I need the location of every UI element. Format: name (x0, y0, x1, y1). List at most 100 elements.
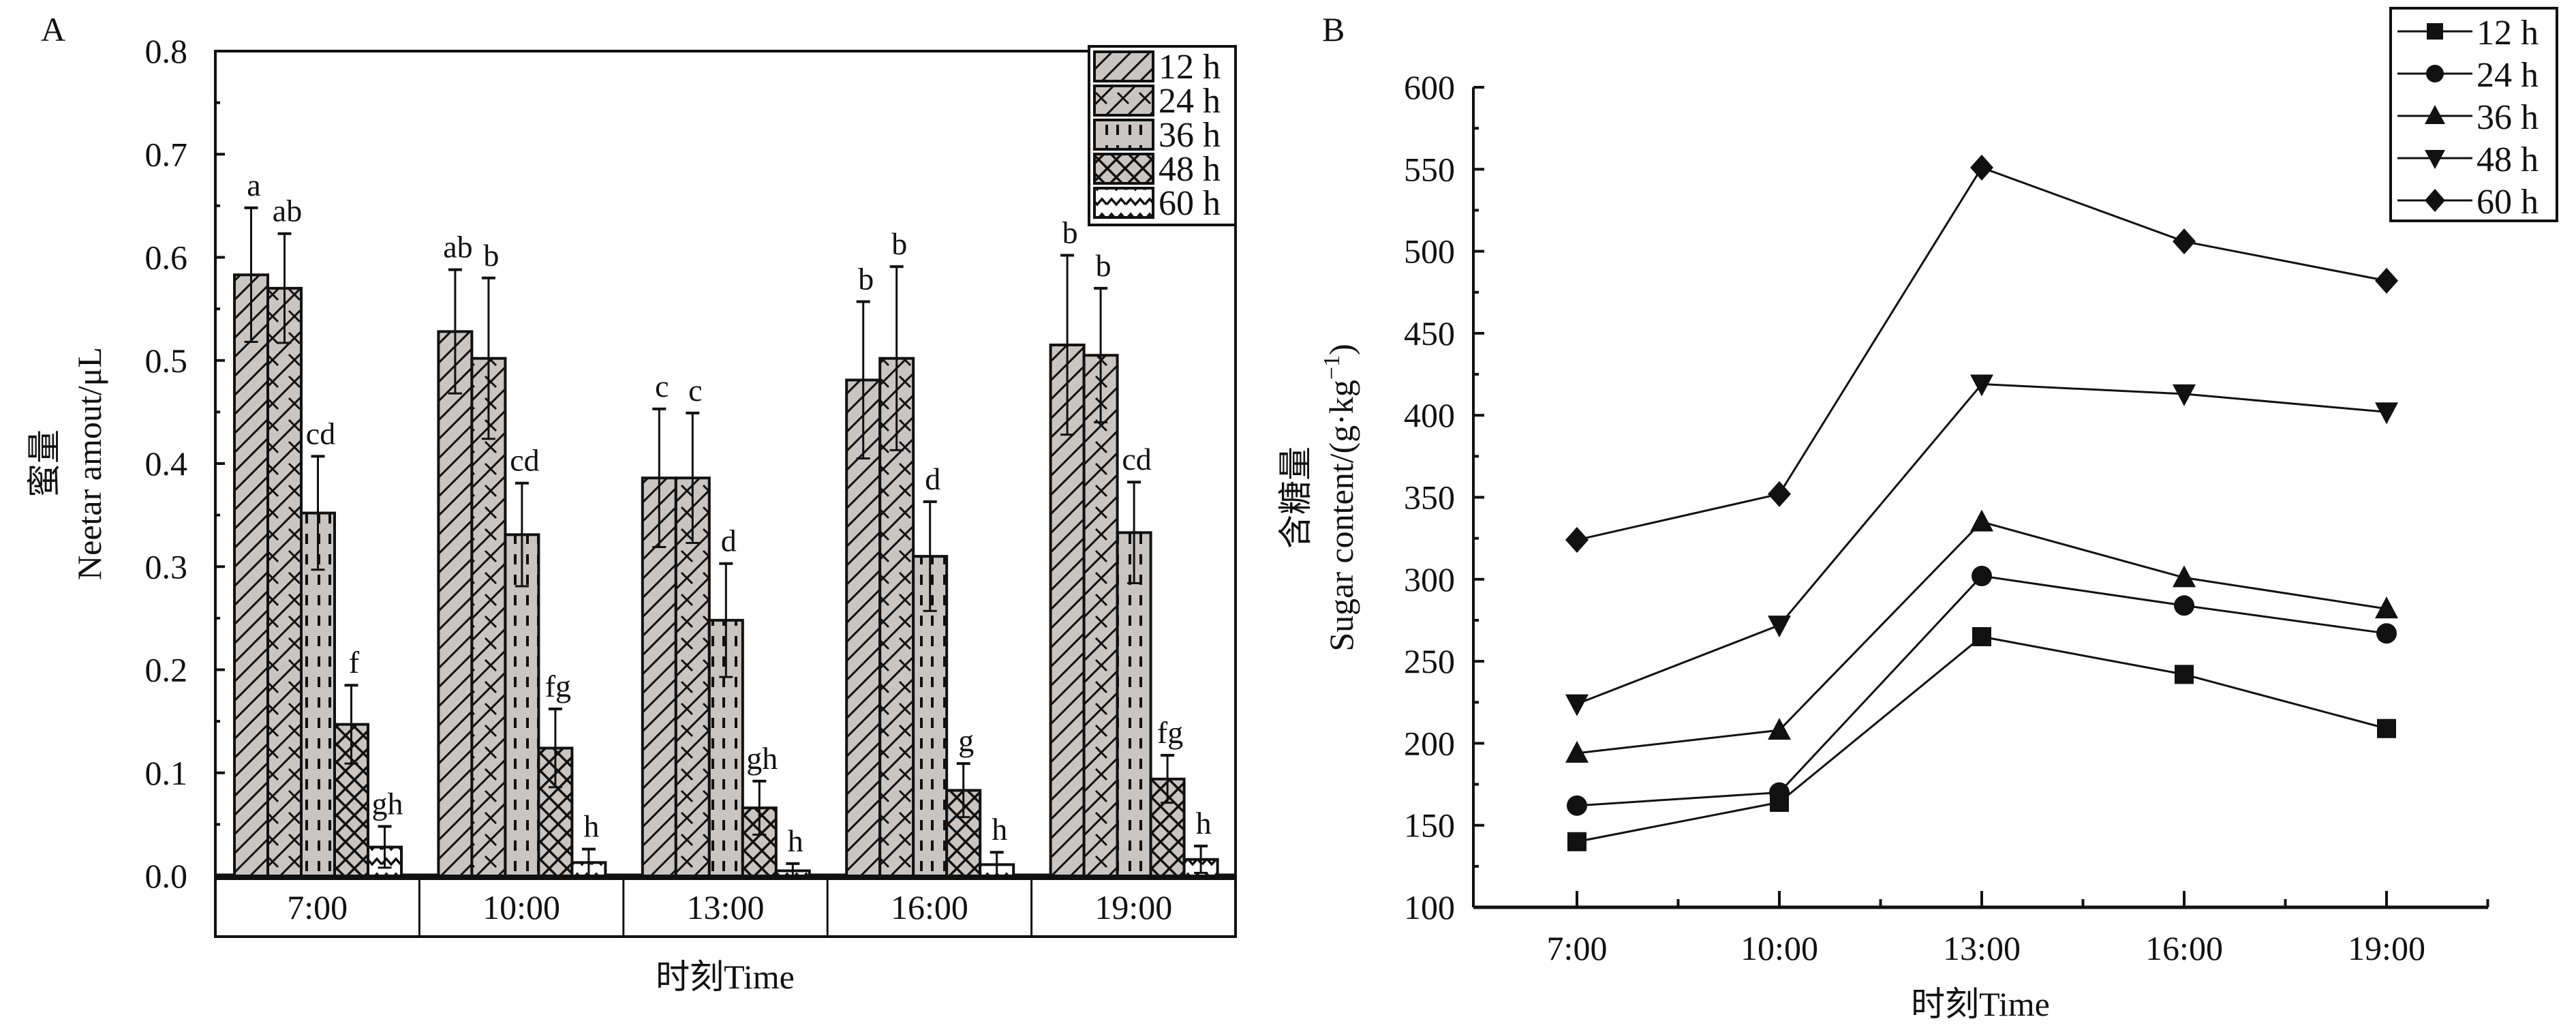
significance-letter: ab (273, 194, 302, 228)
y-tick-label: 350 (1404, 479, 1455, 517)
legend-swatch-diagonal (1093, 50, 1154, 82)
bar-36h-19:00 (1116, 531, 1152, 878)
legend-label: 24 h (1159, 82, 1221, 121)
diamond-marker (1768, 481, 1791, 507)
legend-label: 24 h (2477, 56, 2539, 95)
panel-a-category-box (214, 877, 1237, 938)
x-tick-label: 7:00 (1547, 929, 1608, 967)
legend-swatch-crosshatch (1093, 153, 1154, 185)
square-marker (2377, 718, 2396, 738)
y-tick-label: 250 (1404, 642, 1455, 680)
panel-b-series-lines (1576, 166, 2387, 843)
circle-marker (2426, 65, 2444, 82)
significance-letter: a (247, 168, 260, 202)
panel-b-y-axis-title-end: ) (1322, 344, 1360, 355)
significance-letter: gh (372, 786, 403, 821)
circle-marker (1972, 565, 1992, 586)
significance-letter: d (925, 461, 940, 496)
circle-marker (1769, 782, 1790, 803)
legend-swatch-zigzag (1093, 187, 1154, 219)
y-tick-label: 0.2 (145, 651, 188, 689)
panel-b-label: B (1322, 10, 1345, 48)
significance-letter: b (891, 226, 907, 261)
diamond-marker (1565, 527, 1589, 554)
y-tick-label: 100 (1404, 888, 1455, 926)
triangle-up-marker (2173, 565, 2196, 588)
significance-letter: h (788, 823, 803, 858)
triangle-down-marker (2173, 384, 2196, 406)
significance-letter: b (483, 238, 499, 273)
y-tick-label: 450 (1404, 314, 1455, 352)
y-tick-label: 550 (1404, 150, 1455, 188)
square-marker (1972, 627, 1991, 647)
triangle-down-marker (2375, 402, 2398, 425)
y-tick-label: 150 (1404, 806, 1455, 845)
square-marker (2175, 665, 2194, 684)
triangle-up-marker (1970, 509, 1993, 532)
panel-a-y-axis-title: Neetar amout/μL (70, 347, 108, 580)
legend-label: 60 h (1159, 184, 1221, 223)
bar-36h-7:00 (300, 511, 336, 877)
series-line-48h (1576, 382, 2387, 706)
diamond-marker (1970, 154, 1993, 181)
legend-label: 12 h (2477, 14, 2539, 52)
significance-letter: b (858, 262, 874, 297)
panel-b-y-axis-title-main: Sugar content/(g·kg (1322, 380, 1360, 652)
y-tick-label: 0.8 (145, 32, 188, 70)
legend-label: 36 h (1159, 116, 1221, 155)
significance-letter: fg (1157, 715, 1183, 750)
bar-24h-13:00 (674, 476, 711, 877)
significance-letter: h (1196, 806, 1212, 840)
significance-letter: b (1062, 215, 1078, 249)
significance-letter: h (583, 809, 599, 844)
significance-letter: ab (443, 230, 472, 264)
triangle-down-marker (1565, 694, 1589, 716)
y-tick-label: 0.7 (145, 135, 188, 173)
legend-swatch-dashed-vertical (1093, 119, 1154, 151)
legend-label: 12 h (1159, 48, 1221, 87)
y-tick-label: 0.5 (145, 342, 188, 380)
legend-swatch-brick (1093, 85, 1154, 117)
panel-b-legend-frame (2389, 7, 2558, 222)
triangle-down-marker (2425, 150, 2445, 169)
panel-a-y-ticks: 0.0 0.1 0.2 0.3 0.4 0.5 0.6 0.7 0.8 (145, 32, 225, 895)
significance-letter: cd (510, 443, 539, 478)
panel-a-category-labels: 7:00 10:00 13:00 16:00 19:00 (287, 879, 1172, 937)
panel-b-markers (1565, 154, 2398, 851)
triangle-up-marker (1768, 718, 1791, 740)
panel-a-y-axis-title-cn: 蜜量 (25, 429, 63, 498)
bar-24h-19:00 (1082, 354, 1119, 877)
category-label: 10:00 (482, 888, 560, 926)
x-tick-label: 13:00 (1943, 929, 2021, 967)
x-tick-label: 19:00 (2348, 929, 2425, 967)
triangle-up-marker (2425, 105, 2445, 124)
significance-letter: cd (1122, 442, 1151, 476)
diamond-marker (2375, 267, 2398, 294)
bar-24h-7:00 (266, 286, 303, 877)
panel-b-y-axis-title-cn: 含糖量 (1276, 446, 1315, 549)
panel-a-bar-chart: A 0.0 0.1 0.2 0.3 0.4 0.5 0.6 0.7 0.8 7:00 10:00 1… (25, 10, 1237, 996)
panel-a-error-bars (244, 206, 1208, 877)
triangle-down-marker (1970, 374, 1993, 397)
panel-a-bars (233, 273, 1219, 878)
y-tick-label: 0.4 (145, 444, 188, 483)
legend-label: 36 h (2477, 98, 2539, 137)
square-marker (1567, 832, 1586, 851)
y-tick-label: 0.3 (145, 547, 188, 586)
significance-letter: gh (746, 741, 778, 776)
y-tick-label: 200 (1404, 724, 1455, 762)
bar-36h-10:00 (504, 533, 540, 877)
circle-marker (2174, 595, 2194, 616)
legend-label: 60 h (2477, 183, 2539, 222)
legend-label: 48 h (1159, 150, 1221, 189)
panel-b-x-ticks: 7:00 10:00 13:00 16:00 19:00 (1547, 891, 2489, 967)
x-tick-label: 10:00 (1741, 929, 1818, 967)
y-tick-label: 500 (1404, 232, 1455, 271)
y-tick-label: 0.1 (145, 754, 188, 792)
bar-12h-10:00 (437, 330, 474, 877)
y-tick-label: 600 (1404, 68, 1455, 106)
panel-b-y-axis-title: Sugar content/(g·kg−1) (1319, 344, 1360, 651)
category-label: 7:00 (287, 888, 348, 926)
